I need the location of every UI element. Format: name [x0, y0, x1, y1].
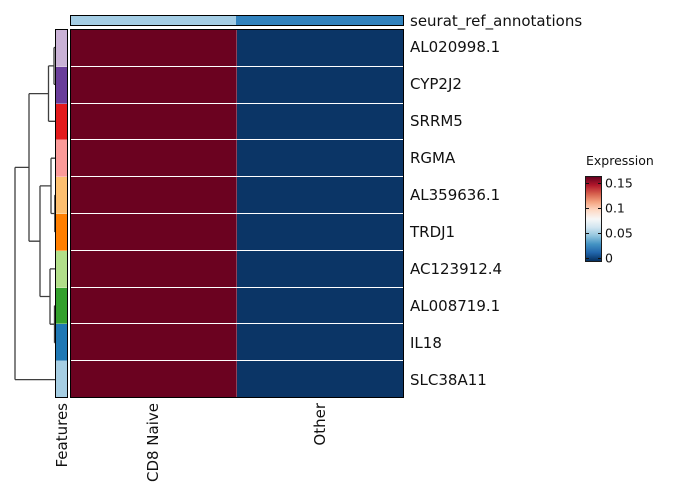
heatmap-cell — [71, 103, 237, 140]
row-annotation-cell — [56, 324, 67, 362]
row-label: SRRM5 — [410, 112, 463, 131]
heatmap-cell — [71, 250, 237, 287]
legend-tick-mark — [586, 233, 589, 234]
legend-tick-mark — [586, 183, 589, 184]
row-annotation-strip — [55, 29, 68, 398]
legend-tick-mark — [598, 208, 601, 209]
heatmap-cell — [237, 30, 403, 66]
row-label: AL359636.1 — [410, 186, 501, 205]
heatmap-body — [70, 29, 404, 398]
heatmap-cell — [237, 213, 403, 250]
row-label: SLC38A11 — [410, 370, 487, 389]
heatmap-cell — [71, 177, 237, 213]
legend-tick-mark — [598, 183, 601, 184]
legend-tick-mark — [586, 258, 589, 259]
heatmap-row — [71, 213, 403, 251]
row-labels: AL020998.1 CYP2J2 SRRM5 RGMA AL359636.1 TRDJ1… — [410, 29, 502, 398]
heatmap-cell — [237, 177, 403, 213]
heatmap-row — [71, 140, 403, 178]
heatmap-cell — [237, 250, 403, 287]
row-annotation-cell — [56, 66, 67, 104]
column-annotation-cell-CD8 Naive — [71, 16, 236, 25]
row-annotation-cell — [56, 250, 67, 288]
heatmap-row — [71, 361, 403, 397]
row-label: RGMA — [410, 149, 456, 168]
row-label: IL18 — [410, 333, 442, 352]
row-label: AC123912.4 — [410, 259, 503, 278]
column-annotation-bar — [70, 15, 404, 26]
dendrogram-lines — [14, 46, 56, 381]
heatmap-cell — [71, 287, 237, 324]
row-annotation-cell — [56, 140, 67, 178]
row-annotation-cell — [56, 287, 67, 325]
heatmap-row — [71, 66, 403, 104]
heatmap-cell — [237, 66, 403, 103]
heatmap-cell — [71, 66, 237, 103]
legend-tick-label: 0.05 — [605, 225, 633, 241]
heatmap-cell — [71, 140, 237, 177]
heatmap-row — [71, 324, 403, 362]
row-annotation-cell — [56, 213, 67, 251]
legend-tick-label: 0.1 — [605, 200, 625, 216]
legend-colorbar — [585, 176, 602, 262]
features-axis-label: Features — [53, 403, 71, 468]
column-annotation-label: seurat_ref_annotations — [410, 12, 583, 30]
column-label-CD8 Naive: CD8 Naive — [144, 403, 162, 482]
heatmap-row — [71, 103, 403, 141]
heatmap-cell — [237, 103, 403, 140]
heatmap-row — [71, 250, 403, 288]
row-label: AL020998.1 — [410, 38, 501, 57]
heatmap-row — [71, 287, 403, 325]
legend-tick-label: 0.15 — [605, 175, 633, 191]
row-label: CYP2J2 — [410, 75, 462, 94]
legend-tick-mark — [586, 208, 589, 209]
heatmap-row — [71, 30, 403, 67]
row-label: AL008719.1 — [410, 296, 501, 315]
legend-tick-mark — [598, 233, 601, 234]
heatmap-cell — [237, 287, 403, 324]
legend-tick-label: 0 — [605, 250, 613, 266]
heatmap-cell — [71, 361, 237, 397]
heatmap-cell — [237, 361, 403, 397]
column-annotation-cell-Other — [236, 16, 403, 25]
legend-tick-mark — [598, 258, 601, 259]
row-annotation-cell — [56, 103, 67, 141]
row-annotation-cell — [56, 30, 67, 67]
row-annotation-cell — [56, 361, 67, 397]
row-label: TRDJ1 — [410, 222, 456, 241]
heatmap-cell — [71, 30, 237, 66]
heatmap-cell — [237, 140, 403, 177]
heatmap-row — [71, 177, 403, 214]
heatmap-cell — [71, 324, 237, 361]
row-annotation-cell — [56, 177, 67, 214]
column-label-Other: Other — [311, 402, 329, 445]
heatmap-cell — [237, 324, 403, 361]
heatmap-cell — [71, 213, 237, 250]
legend-title: Expression — [586, 153, 654, 168]
